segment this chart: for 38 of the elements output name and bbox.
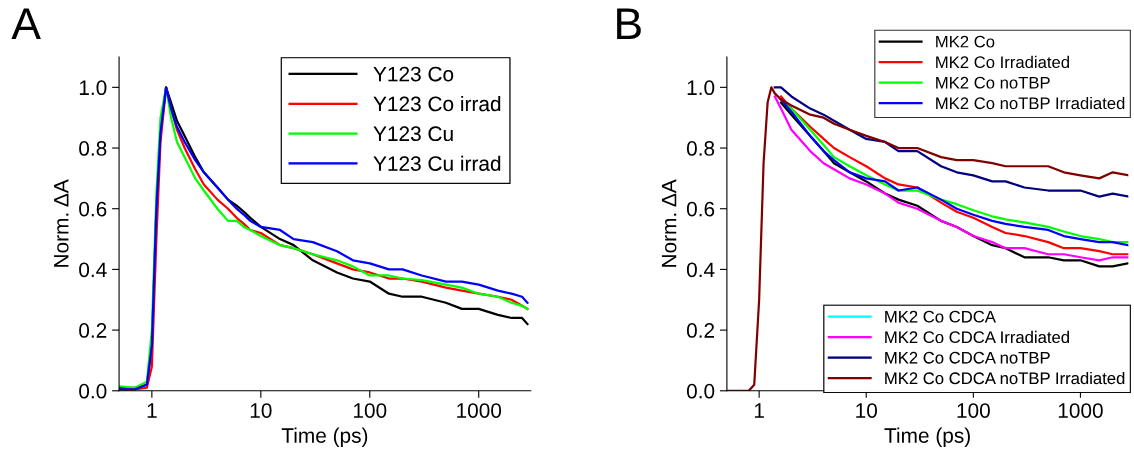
legend-label: MK2 Co CDCA [885, 310, 996, 323]
legend-label: MK2 Co Irradiated [936, 55, 1069, 69]
y-tick-label: 0.4 [79, 262, 107, 278]
x-axis-title: Time (ps) [884, 427, 970, 447]
x-tick-label: 1 [754, 403, 764, 418]
y-tick-label: 0.0 [79, 383, 107, 399]
x-axis-title: Time (ps) [281, 427, 368, 447]
legend-label: Y123 Co irrad [373, 95, 501, 112]
y-axis-title: Norm. ΔA [54, 179, 69, 267]
legend-label: Y123 Cu irrad [373, 155, 501, 171]
x-tick-label: 10 [250, 403, 272, 418]
x-tick-label: 100 [353, 403, 387, 418]
y-tick-label: 0.2 [686, 323, 715, 338]
y-tick-label: 0.6 [686, 201, 715, 217]
y-tick-label: 0.4 [686, 262, 715, 278]
chart-title: B [617, 8, 641, 40]
x-tick-label: 1000 [457, 403, 502, 418]
x-tick-label: 1000 [1058, 403, 1103, 418]
legend-label: MK2 Co [936, 35, 995, 48]
y-tick-label: 0.6 [79, 201, 107, 217]
legend-label: MK2 Co CDCA noTBP Irradiated [885, 371, 1125, 385]
x-tick-label: 10 [856, 403, 878, 418]
legend-label: MK2 Co noTBP Irradiated [936, 96, 1125, 110]
legend-label: MK2 Co CDCA noTBP [885, 351, 1050, 364]
legend-label: Y123 Cu [373, 126, 453, 142]
x-tick-label: 1 [147, 403, 157, 418]
legend-label: Y123 Co [373, 66, 454, 82]
y-axis-title: Norm. ΔA [661, 179, 677, 267]
y-tick-label: 1.0 [687, 80, 715, 96]
y-tick-label: 0.8 [686, 141, 715, 156]
y-tick-label: 1.0 [79, 80, 107, 96]
y-tick-label: 0.2 [79, 323, 107, 338]
legend-label: MK2 Co noTBP [936, 76, 1050, 89]
x-tick-label: 100 [957, 403, 990, 418]
chart-title: A [11, 8, 41, 40]
legend-label: MK2 Co CDCA Irradiated [885, 330, 1069, 344]
y-tick-label: 0.0 [686, 383, 715, 399]
y-tick-label: 0.8 [79, 141, 107, 156]
